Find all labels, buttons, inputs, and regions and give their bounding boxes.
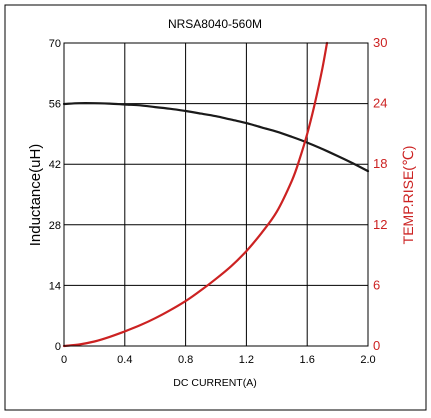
y2-tick-label: 12 <box>373 217 387 232</box>
x-tick-label: 0.4 <box>117 354 132 366</box>
y2-axis-label: TEMP.RISE(℃) <box>400 146 416 245</box>
y-tick-label: 42 <box>49 159 61 171</box>
chart-title: NRSA8040-560M <box>168 17 262 31</box>
y-tick-label: 14 <box>49 280 61 292</box>
y-tick-label: 56 <box>49 99 61 111</box>
x-tick-label: 1.6 <box>300 354 315 366</box>
y2-tick-label: 0 <box>373 338 380 353</box>
y-tick-label: 70 <box>49 38 61 50</box>
grid <box>64 43 368 346</box>
x-axis-label: DC CURRENT(A) <box>173 377 256 389</box>
x-tick-label: 2.0 <box>360 354 375 366</box>
y-axis-label: Inductance(uH) <box>27 144 44 247</box>
series-layer <box>62 41 370 348</box>
y2-tick-label: 24 <box>373 96 387 111</box>
y2-tick-label: 30 <box>373 35 387 50</box>
x-tick-label: 1.2 <box>239 354 254 366</box>
y-tick-label: 28 <box>49 220 61 232</box>
x-tick-label: 0.8 <box>178 354 193 366</box>
y2-tick-label: 6 <box>373 277 380 292</box>
y-tick-label: 0 <box>55 341 61 353</box>
temp-rise-line <box>62 41 329 348</box>
outer-frame <box>4 4 427 411</box>
inductance-line <box>62 101 370 173</box>
x-tick-label: 0 <box>61 354 67 366</box>
y2-tick-label: 18 <box>373 156 387 171</box>
plot-frame <box>63 42 369 347</box>
